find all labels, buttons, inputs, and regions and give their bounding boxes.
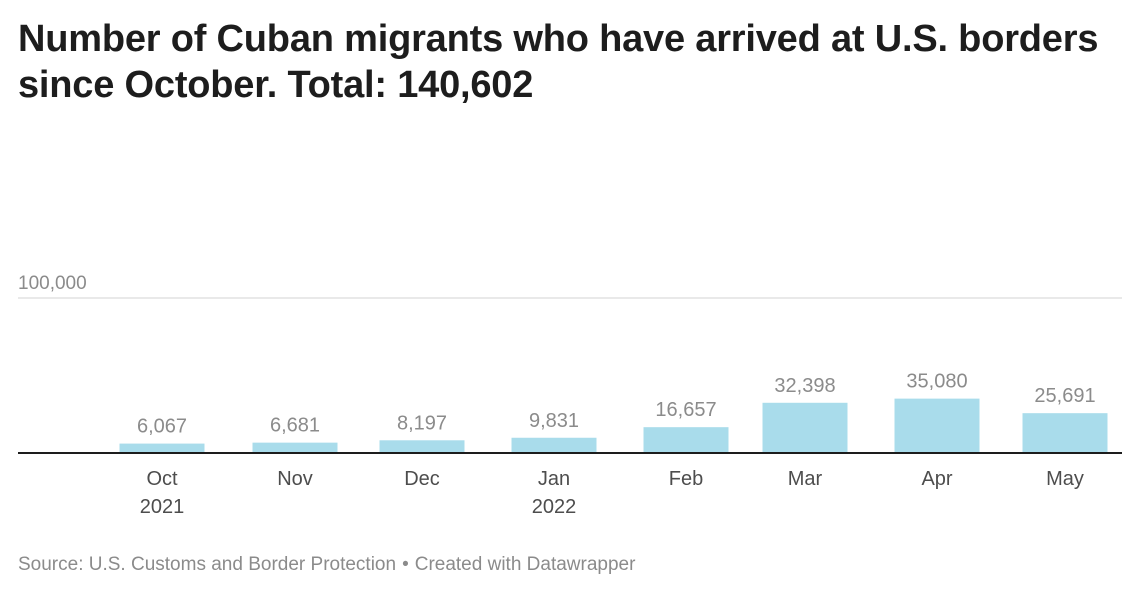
value-label: 16,657: [655, 399, 716, 421]
value-label: 25,691: [1034, 385, 1095, 407]
value-label: 6,681: [270, 415, 320, 437]
bar: [252, 442, 338, 453]
value-label: 8,197: [397, 412, 447, 434]
footer-separator: •: [402, 554, 409, 575]
y-tick-label: 100,000: [18, 273, 87, 294]
value-label: 6,067: [137, 416, 187, 438]
bar: [119, 443, 205, 453]
category-label: Apr: [921, 468, 952, 490]
source-text: Source: U.S. Customs and Border Protecti…: [18, 554, 397, 575]
value-label: 9,831: [529, 410, 579, 432]
bar: [511, 437, 597, 453]
bar: [894, 398, 980, 453]
chart-title: Number of Cuban migrants who have arrive…: [18, 18, 1099, 106]
bar: [379, 440, 465, 453]
category-label: Mar: [788, 468, 823, 490]
category-label: Jan 2022: [532, 468, 577, 518]
bar: [762, 402, 848, 453]
category-label: May: [1046, 468, 1084, 490]
bar: [1022, 413, 1108, 453]
category-label: Feb: [669, 468, 703, 490]
credit-text: Created with Datawrapper: [414, 554, 636, 575]
value-label: 35,080: [906, 371, 967, 393]
chart-footer: Source: U.S. Customs and Border Protecti…: [18, 554, 635, 576]
value-label: 32,398: [774, 375, 835, 397]
category-label: Oct 2021: [140, 468, 185, 518]
category-label: Dec: [404, 468, 440, 490]
bar: [643, 427, 729, 453]
category-label: Nov: [277, 468, 313, 490]
